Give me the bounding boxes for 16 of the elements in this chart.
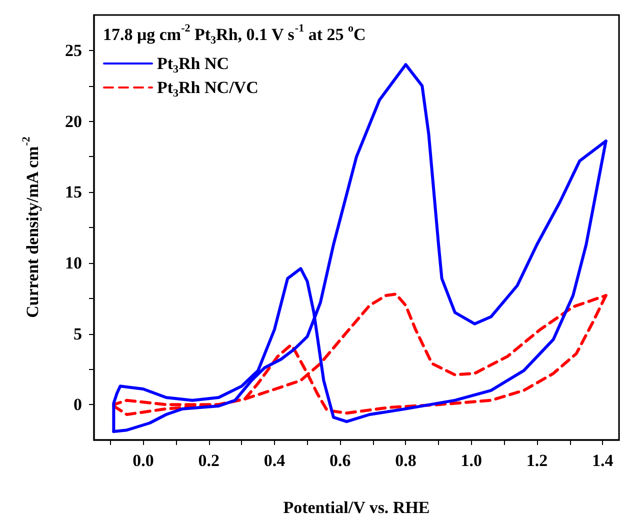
x-tick-label: 0.2 <box>198 451 220 470</box>
x-tick-label: 0.0 <box>132 451 154 470</box>
y-tick-label: 10 <box>65 253 82 272</box>
y-tick-label: 15 <box>65 182 82 202</box>
y-tick-label: 20 <box>65 112 82 131</box>
x-tick-label: 1.2 <box>526 451 548 470</box>
x-tick-label: 1.0 <box>460 451 482 470</box>
x-tick-label: 0.6 <box>329 451 351 470</box>
x-axis-title: Potential/V vs. RHE <box>283 498 430 517</box>
x-tick-label: 1.4 <box>592 451 614 470</box>
x-tick-label: 0.8 <box>395 451 416 470</box>
y-tick-label: 25 <box>65 40 82 60</box>
y-tick-label: 0 <box>74 395 82 414</box>
y-axis-title: Current density/mA cm-2 <box>20 136 42 318</box>
y-tick-label: 5 <box>74 324 82 344</box>
x-tick-label: 0.4 <box>264 451 286 470</box>
